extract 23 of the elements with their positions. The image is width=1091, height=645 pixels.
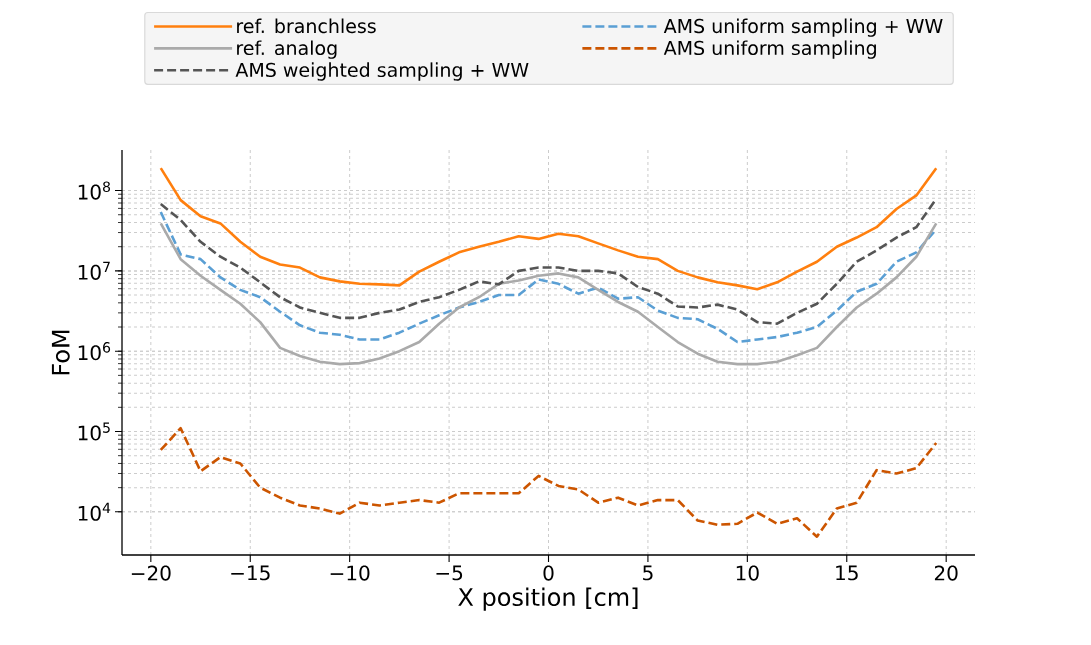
x-tick-label: 0 bbox=[543, 565, 554, 581]
x-tick-label: −10 bbox=[330, 565, 370, 581]
y-tick-label: 10$^{7}$ bbox=[78, 261, 110, 280]
legend-label: ref. analog bbox=[237, 40, 337, 59]
legend-label: AMS uniform sampling bbox=[663, 40, 876, 59]
x-tick-label: 10 bbox=[736, 565, 759, 581]
y-tick-label: 10$^{8}$ bbox=[78, 181, 111, 200]
legend-label: AMS weighted sampling + WW bbox=[235, 62, 529, 81]
x-axis-title: X position [cm] bbox=[458, 587, 638, 611]
x-tick-label: 5 bbox=[643, 565, 653, 581]
line-series bbox=[159, 222, 938, 366]
line-series bbox=[159, 166, 938, 291]
y-axis-title: FoM bbox=[51, 330, 70, 375]
legend-label: ref. branchless bbox=[237, 18, 376, 34]
x-tick-label: −5 bbox=[436, 565, 463, 581]
x-tick-label: −20 bbox=[131, 565, 171, 581]
x-tick-label: −15 bbox=[231, 565, 270, 581]
legend-label: AMS uniform sampling + WW bbox=[663, 18, 943, 37]
y-tick-label: 10$^{4}$ bbox=[78, 502, 111, 521]
y-tick-label: 10$^{6}$ bbox=[78, 342, 111, 361]
x-tick-label: 15 bbox=[836, 565, 858, 581]
x-tick-label: 20 bbox=[934, 565, 958, 581]
y-tick-label: 10$^{5}$ bbox=[78, 422, 110, 441]
